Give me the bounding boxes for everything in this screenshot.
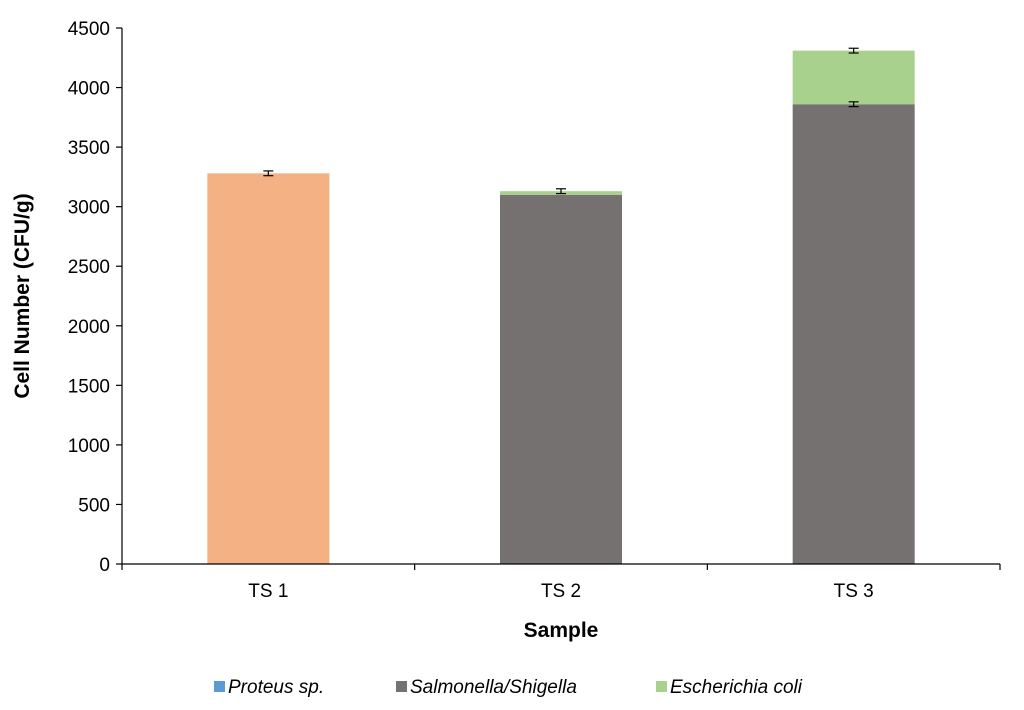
x-tick-label: TS 3 — [834, 581, 874, 602]
y-tick-labels: 0 500 1000 1500 2000 2500 3000 3500 4000 4500 — [68, 19, 122, 576]
y-tick-label: 4000 — [68, 79, 110, 100]
bar-segment — [207, 173, 330, 564]
y-axis-title: Cell Number (CFU/g) — [11, 193, 34, 398]
legend-swatch — [396, 681, 407, 692]
x-tick-labels: TS 1 TS 2 TS 3 — [121, 564, 1001, 602]
legend-swatch — [656, 681, 667, 692]
y-tick-label: 4500 — [68, 19, 110, 40]
error-bars-group — [263, 47, 859, 195]
y-tick-label: 1000 — [68, 436, 110, 457]
x-tick-label: TS 2 — [541, 581, 581, 602]
bar-segment — [792, 104, 915, 564]
bars-group — [207, 50, 915, 564]
bar-segment — [500, 194, 622, 564]
x-axis-title: Sample — [524, 619, 599, 642]
legend-label: Escherichia coli — [670, 677, 803, 698]
y-tick-label: 3500 — [68, 138, 110, 159]
y-tick-label: 3000 — [68, 198, 110, 219]
legend-label: Salmonella/Shigella — [410, 677, 577, 698]
y-tick-label: 2500 — [68, 257, 110, 278]
y-tick-label: 500 — [78, 495, 110, 516]
y-tick-label: 2000 — [68, 317, 110, 338]
y-tick-label: 0 — [99, 555, 110, 576]
x-tick-label: TS 1 — [248, 581, 288, 602]
legend: Proteus sp. Salmonella/Shigella Escherichi… — [214, 677, 803, 698]
legend-label: Proteus sp. — [228, 677, 324, 698]
bar-segment — [792, 50, 915, 105]
y-tick-label: 1500 — [68, 376, 110, 397]
legend-swatch — [214, 681, 225, 692]
